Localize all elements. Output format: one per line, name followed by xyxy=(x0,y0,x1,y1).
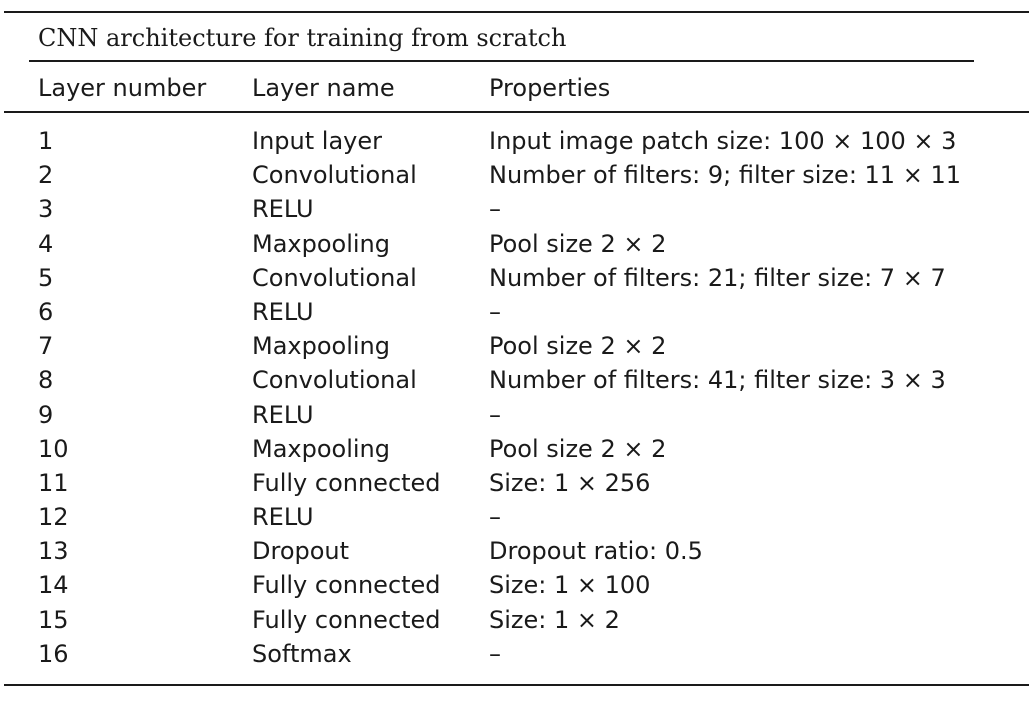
cell-layer-number: 7 xyxy=(38,332,54,361)
table-row: 15 Fully connected Size: 1 × 2 xyxy=(0,603,1029,637)
table-row: 2 Convolutional Number of filters: 9; fi… xyxy=(0,158,1029,192)
cell-layer-name: Fully connected xyxy=(252,468,441,497)
cell-layer-name: Dropout xyxy=(252,537,350,566)
table-row: 8 Convolutional Number of filters: 41; f… xyxy=(0,363,1029,397)
cell-properties: – xyxy=(489,195,501,224)
cell-layer-number: 11 xyxy=(38,468,69,497)
table-body: 1 Input layer Input image patch size: 10… xyxy=(0,124,1029,671)
cell-properties: Size: 1 × 256 xyxy=(489,468,651,497)
table-row: 6 RELU – xyxy=(0,295,1029,329)
table-row: 13 Dropout Dropout ratio: 0.5 xyxy=(0,534,1029,568)
caption-rule xyxy=(29,60,974,62)
cell-layer-name: Input layer xyxy=(252,127,382,155)
table-row: 16 Softmax – xyxy=(0,637,1029,671)
cell-layer-name: RELU xyxy=(252,400,314,429)
table-row: 5 Convolutional Number of filters: 21; f… xyxy=(0,261,1029,295)
cell-properties: – xyxy=(489,297,501,326)
table-caption: CNN architecture for training from scrat… xyxy=(38,24,567,52)
cell-properties: Number of filters: 41; filter size: 3 × … xyxy=(489,366,946,395)
cell-properties: Pool size 2 × 2 xyxy=(489,434,667,463)
table-row: 12 RELU – xyxy=(0,500,1029,534)
cell-layer-number: 16 xyxy=(38,639,69,668)
cell-layer-name: Maxpooling xyxy=(252,434,390,463)
cell-layer-name: Softmax xyxy=(252,639,352,668)
cell-layer-number: 15 xyxy=(38,605,69,634)
table-row: 11 Fully connected Size: 1 × 256 xyxy=(0,466,1029,500)
cell-layer-number: 6 xyxy=(38,297,54,326)
cell-properties: Pool size 2 × 2 xyxy=(489,229,667,258)
cell-properties: – xyxy=(489,400,501,429)
cell-layer-name: Maxpooling xyxy=(252,229,390,258)
table-bottom-rule xyxy=(4,684,1029,686)
cell-layer-number: 13 xyxy=(38,537,69,566)
cell-properties: Size: 1 × 2 xyxy=(489,605,620,634)
cell-properties: Dropout ratio: 0.5 xyxy=(489,537,703,566)
cell-layer-number: 5 xyxy=(38,263,54,292)
table-row: 7 Maxpooling Pool size 2 × 2 xyxy=(0,329,1029,363)
table-top-rule xyxy=(4,11,1029,13)
header-layer-number: Layer number xyxy=(38,74,207,102)
cell-properties: Size: 1 × 100 xyxy=(489,571,651,600)
cell-layer-number: 9 xyxy=(38,400,54,429)
cell-layer-number: 3 xyxy=(38,195,54,224)
cell-properties: Number of filters: 21; filter size: 7 × … xyxy=(489,263,946,292)
table-row: 1 Input layer Input image patch size: 10… xyxy=(0,124,1029,158)
cell-layer-number: 1 xyxy=(38,127,54,155)
header-rule xyxy=(4,111,1029,113)
header-layer-name: Layer name xyxy=(252,74,395,102)
cell-layer-name: RELU xyxy=(252,297,314,326)
cell-layer-number: 8 xyxy=(38,366,54,395)
table-row: 3 RELU – xyxy=(0,192,1029,226)
cell-properties: Number of filters: 9; filter size: 11 × … xyxy=(489,161,961,190)
cell-layer-name: Fully connected xyxy=(252,605,441,634)
cell-layer-number: 2 xyxy=(38,161,54,190)
cell-layer-number: 10 xyxy=(38,434,69,463)
table-row: 10 Maxpooling Pool size 2 × 2 xyxy=(0,432,1029,466)
cell-properties: Input image patch size: 100 × 100 × 3 xyxy=(489,127,957,155)
cell-layer-name: Convolutional xyxy=(252,263,417,292)
table-header-row: Layer number Layer name Properties xyxy=(0,71,1029,107)
cell-layer-name: Convolutional xyxy=(252,366,417,395)
cell-layer-name: Fully connected xyxy=(252,571,441,600)
header-properties: Properties xyxy=(489,74,611,102)
cell-properties: – xyxy=(489,503,501,532)
table-row: 9 RELU – xyxy=(0,398,1029,432)
cell-layer-name: RELU xyxy=(252,503,314,532)
cell-properties: – xyxy=(489,639,501,668)
cell-layer-number: 14 xyxy=(38,571,69,600)
cell-layer-number: 4 xyxy=(38,229,54,258)
cell-layer-number: 12 xyxy=(38,503,69,532)
cell-layer-name: Convolutional xyxy=(252,161,417,190)
cell-properties: Pool size 2 × 2 xyxy=(489,332,667,361)
cell-layer-name: Maxpooling xyxy=(252,332,390,361)
table-row: 4 Maxpooling Pool size 2 × 2 xyxy=(0,227,1029,261)
table-row: 14 Fully connected Size: 1 × 100 xyxy=(0,568,1029,602)
cell-layer-name: RELU xyxy=(252,195,314,224)
